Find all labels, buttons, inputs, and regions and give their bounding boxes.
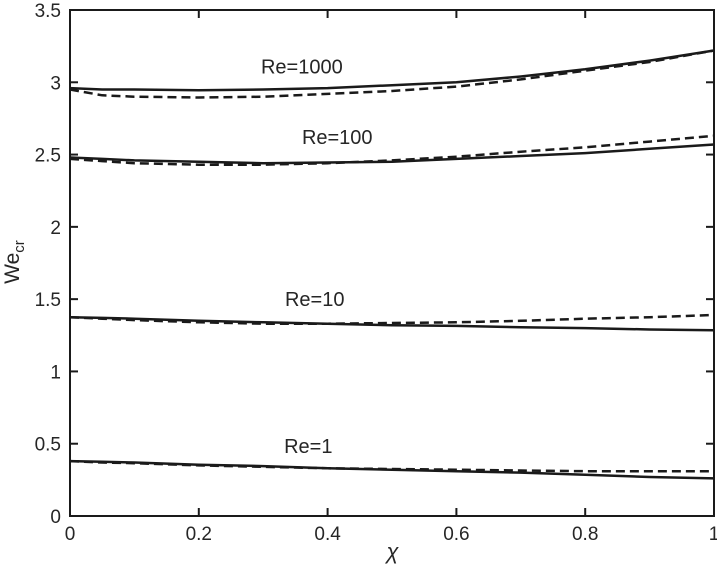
axes-box [69, 9, 715, 517]
curve-re100-solid [69, 143, 715, 165]
y-tick-label: 2.5 [35, 146, 61, 167]
curve-label: Re=100 [302, 127, 373, 149]
y-tick-label: 0 [50, 507, 61, 528]
y-tick-label: 1.5 [35, 290, 61, 311]
curve-label: Re=10 [285, 289, 345, 311]
x-tick-label: 0.6 [443, 524, 469, 545]
x-tick-label: 0 [65, 524, 76, 545]
y-tick-label: 2 [50, 218, 61, 239]
y-tick-label: 3.5 [35, 1, 61, 22]
curve-label: Re=1 [284, 436, 332, 458]
curve-re1000-solid [69, 49, 715, 92]
x-axis-label: χ [384, 539, 399, 564]
curve-re1000-dashed [69, 49, 715, 99]
y-tick-label: 3 [50, 73, 61, 94]
curve-re1-dashed [69, 459, 714, 473]
x-tick-label: 1 [709, 524, 717, 545]
x-tick-label: 0.8 [572, 524, 598, 545]
curve-label: Re=1000 [261, 56, 343, 78]
y-axis-label: Wecr [1, 240, 28, 284]
curve-re100-dashed [69, 134, 715, 166]
y-tick-label: 0.5 [35, 435, 61, 456]
curve-re10-solid [69, 315, 715, 332]
y-tick-label: 1 [50, 362, 61, 383]
x-tick-label: 0.2 [186, 524, 212, 545]
curve-re10-dashed [69, 313, 715, 325]
x-tick-label: 0.4 [314, 524, 341, 545]
